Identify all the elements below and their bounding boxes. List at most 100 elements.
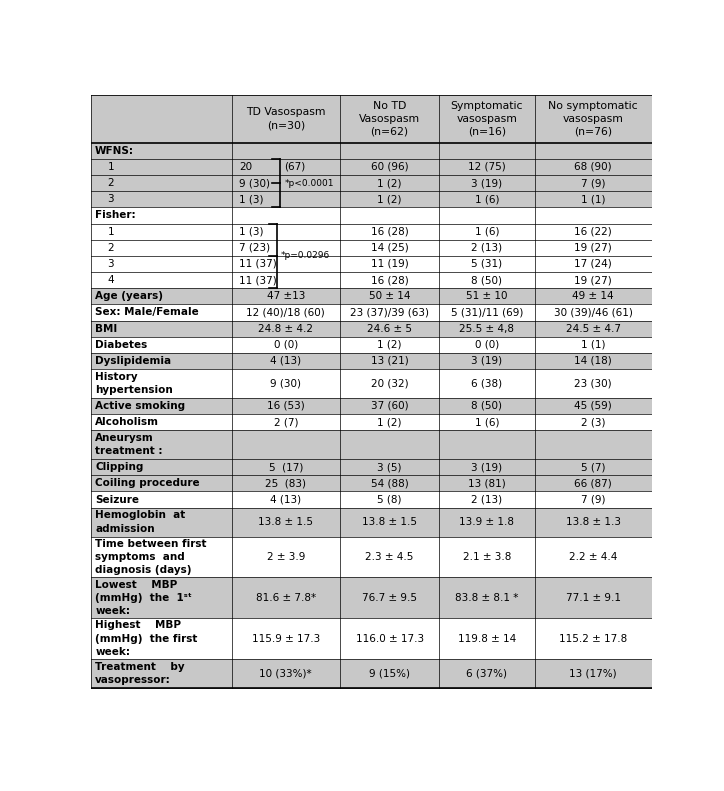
Text: Dyslipidemia: Dyslipidemia	[95, 356, 172, 366]
Text: 1 (6): 1 (6)	[475, 417, 499, 427]
Text: Sex: Male/Female: Sex: Male/Female	[95, 308, 199, 317]
Text: 25.5 ± 4,8: 25.5 ± 4,8	[460, 324, 515, 334]
Text: 3 (19): 3 (19)	[471, 462, 502, 472]
Bar	[90, 337, 652, 353]
Bar	[90, 255, 652, 272]
Text: 47 ±13: 47 ±13	[266, 291, 305, 301]
Bar	[90, 430, 652, 459]
Text: 12 (75): 12 (75)	[468, 162, 506, 172]
Text: Symptomatic
vasospasm
(n=16): Symptomatic vasospasm (n=16)	[450, 100, 523, 137]
Text: 2.2 ± 4.4: 2.2 ± 4.4	[569, 552, 618, 562]
Text: 116.0 ± 17.3: 116.0 ± 17.3	[355, 634, 424, 644]
Text: 24.6 ± 5: 24.6 ± 5	[367, 324, 412, 334]
Bar	[90, 353, 652, 369]
Text: 17 (24): 17 (24)	[574, 259, 612, 269]
Text: 81.6 ± 7.8*: 81.6 ± 7.8*	[256, 592, 316, 603]
Text: 4 (13): 4 (13)	[270, 356, 301, 366]
Bar	[90, 224, 652, 240]
Text: 51 ± 10: 51 ± 10	[466, 291, 508, 301]
Text: Fisher:: Fisher:	[95, 210, 136, 221]
Text: 14 (25): 14 (25)	[371, 243, 408, 253]
Text: No symptomatic
vasospasm
(n=76): No symptomatic vasospasm (n=76)	[548, 100, 638, 137]
Text: 49 ± 14: 49 ± 14	[572, 291, 614, 301]
Text: 1: 1	[95, 226, 115, 237]
Text: 12 (40)/18 (60): 12 (40)/18 (60)	[246, 308, 325, 317]
Text: 25  (83): 25 (83)	[265, 479, 306, 488]
Text: 4: 4	[95, 275, 115, 285]
Text: 1 (2): 1 (2)	[377, 178, 402, 188]
Text: (67): (67)	[285, 162, 306, 172]
Text: 7 (9): 7 (9)	[581, 178, 605, 188]
Text: 1: 1	[95, 162, 115, 172]
Text: Age (years): Age (years)	[95, 291, 163, 301]
Text: 50 ± 14: 50 ± 14	[369, 291, 411, 301]
Bar	[90, 618, 652, 659]
Text: 11 (37): 11 (37)	[240, 259, 277, 269]
Bar	[90, 536, 652, 577]
Text: 5 (31): 5 (31)	[471, 259, 502, 269]
Bar	[90, 508, 652, 536]
Bar	[90, 491, 652, 508]
Text: 13.9 ± 1.8: 13.9 ± 1.8	[460, 517, 515, 527]
Text: 13.8 ± 1.5: 13.8 ± 1.5	[362, 517, 417, 527]
Bar	[90, 272, 652, 288]
Text: 13.8 ± 1.3: 13.8 ± 1.3	[565, 517, 620, 527]
Bar	[90, 577, 652, 618]
Text: 0 (0): 0 (0)	[274, 340, 298, 350]
Bar	[90, 207, 652, 224]
Text: 2.1 ± 3.8: 2.1 ± 3.8	[463, 552, 511, 562]
Text: 2 (3): 2 (3)	[581, 417, 605, 427]
Text: 1 (6): 1 (6)	[475, 226, 499, 237]
Text: 2 (7): 2 (7)	[274, 417, 298, 427]
Text: 60 (96): 60 (96)	[371, 162, 408, 172]
Bar	[90, 414, 652, 430]
Text: 24.5 ± 4.7: 24.5 ± 4.7	[565, 324, 620, 334]
Bar	[90, 142, 652, 159]
Text: *p<0.0001: *p<0.0001	[285, 179, 334, 187]
Text: 16 (53): 16 (53)	[267, 401, 305, 411]
Text: 3 (19): 3 (19)	[471, 178, 502, 188]
Text: 3 (5): 3 (5)	[377, 462, 402, 472]
Text: Seizure: Seizure	[95, 494, 139, 505]
Text: 13 (21): 13 (21)	[371, 356, 408, 366]
Text: 14 (18): 14 (18)	[574, 356, 612, 366]
Text: 5 (8): 5 (8)	[377, 494, 402, 505]
Text: 115.2 ± 17.8: 115.2 ± 17.8	[559, 634, 627, 644]
Text: 13.8 ± 1.5: 13.8 ± 1.5	[258, 517, 313, 527]
Text: 6 (38): 6 (38)	[471, 378, 502, 388]
Text: 1 (2): 1 (2)	[377, 417, 402, 427]
Text: 20: 20	[240, 162, 253, 172]
Text: 1 (6): 1 (6)	[475, 195, 499, 204]
Text: 11 (37): 11 (37)	[240, 275, 277, 285]
Bar	[90, 459, 652, 475]
Text: 5  (17): 5 (17)	[269, 462, 303, 472]
Text: 37 (60): 37 (60)	[371, 401, 408, 411]
Text: 66 (87): 66 (87)	[574, 479, 612, 488]
Text: 11 (19): 11 (19)	[371, 259, 408, 269]
Text: Active smoking: Active smoking	[95, 401, 185, 411]
Text: 45 (59): 45 (59)	[574, 401, 612, 411]
Bar	[90, 320, 652, 337]
Text: 5 (7): 5 (7)	[581, 462, 605, 472]
Text: 9 (30): 9 (30)	[270, 378, 301, 388]
Text: Coiling procedure: Coiling procedure	[95, 479, 200, 488]
Text: 24.8 ± 4.2: 24.8 ± 4.2	[258, 324, 313, 334]
Bar	[90, 175, 652, 191]
Text: Aneurysm
treatment :: Aneurysm treatment :	[95, 433, 163, 456]
Text: 0 (0): 0 (0)	[475, 340, 499, 350]
Text: 23 (30): 23 (30)	[574, 378, 612, 388]
Text: 16 (28): 16 (28)	[371, 275, 408, 285]
Text: 19 (27): 19 (27)	[574, 275, 612, 285]
Text: 1 (3): 1 (3)	[240, 226, 264, 237]
Bar	[90, 191, 652, 207]
Text: 20 (32): 20 (32)	[371, 378, 408, 388]
Text: 2: 2	[95, 243, 115, 253]
Text: Time between first
symptoms  and
diagnosis (days): Time between first symptoms and diagnosi…	[95, 539, 206, 575]
Text: 10 (33%)*: 10 (33%)*	[259, 668, 312, 679]
Text: 23 (37)/39 (63): 23 (37)/39 (63)	[350, 308, 429, 317]
Text: Clipping: Clipping	[95, 462, 143, 472]
Text: 1 (2): 1 (2)	[377, 195, 402, 204]
Text: 1 (3): 1 (3)	[240, 195, 264, 204]
Text: 2: 2	[95, 178, 115, 188]
Text: Treatment    by
vasopressor:: Treatment by vasopressor:	[95, 662, 185, 685]
